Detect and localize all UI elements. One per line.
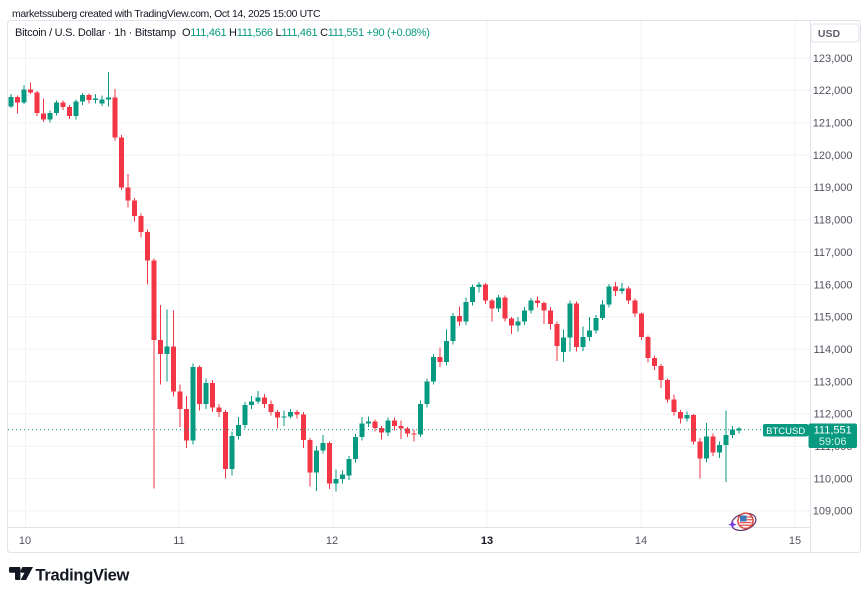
- svg-text:110,000: 110,000: [814, 473, 853, 485]
- svg-text:12: 12: [326, 535, 338, 547]
- svg-text:109,000: 109,000: [813, 506, 853, 518]
- svg-text:BTCUSD: BTCUSD: [766, 426, 805, 437]
- svg-text:10: 10: [19, 535, 31, 547]
- svg-text:122,000: 122,000: [813, 85, 853, 97]
- svg-text:O111,461 H111,566 L111,461 C11: O111,461 H111,566 L111,461 C111,551 +90 …: [182, 27, 430, 39]
- svg-text:115,000: 115,000: [814, 312, 853, 324]
- svg-text:116,000: 116,000: [814, 279, 853, 291]
- svg-text:USD: USD: [818, 28, 841, 40]
- svg-text:Bitcoin / U.S. Dollar · 1h · B: Bitcoin / U.S. Dollar · 1h · Bitstamp: [15, 27, 176, 39]
- svg-text:59:06: 59:06: [819, 436, 847, 448]
- svg-text:112,000: 112,000: [814, 409, 853, 421]
- svg-text:TradingView: TradingView: [36, 567, 130, 585]
- svg-text:123,000: 123,000: [813, 53, 853, 65]
- svg-text:121,000: 121,000: [813, 118, 853, 130]
- svg-text:119,000: 119,000: [814, 182, 853, 194]
- svg-text:marketssuberg created with Tra: marketssuberg created with TradingView.c…: [12, 8, 321, 20]
- svg-text:111,551: 111,551: [814, 425, 852, 437]
- svg-text:114,000: 114,000: [814, 344, 853, 356]
- svg-text:14: 14: [635, 535, 647, 547]
- svg-text:11: 11: [173, 535, 184, 547]
- svg-text:15: 15: [789, 535, 801, 547]
- svg-text:117,000: 117,000: [814, 247, 853, 259]
- svg-text:118,000: 118,000: [814, 215, 853, 227]
- svg-text:120,000: 120,000: [813, 150, 853, 162]
- svg-text:13: 13: [481, 535, 493, 547]
- svg-text:113,000: 113,000: [814, 376, 853, 388]
